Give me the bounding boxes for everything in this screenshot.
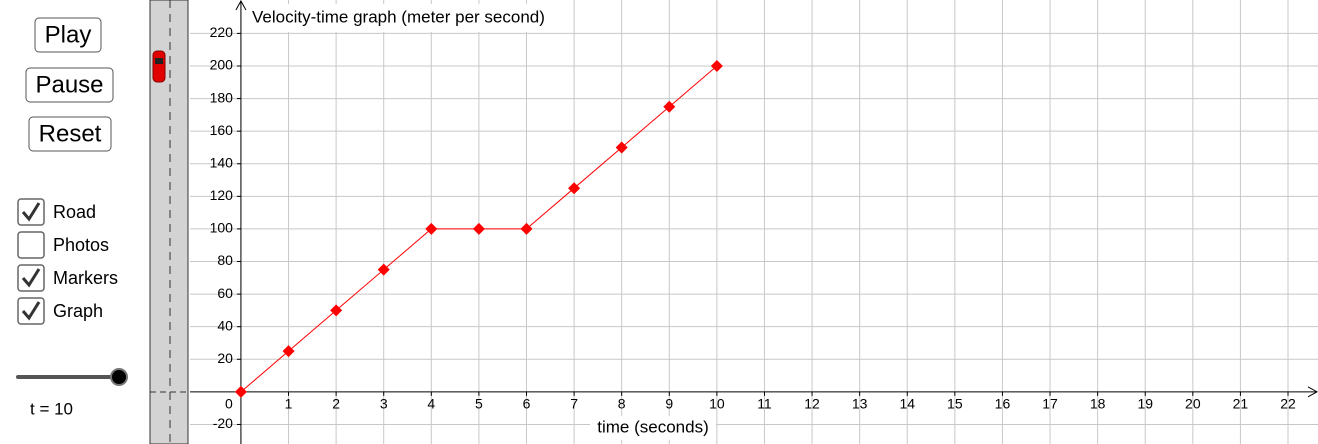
button-label[interactable]: Pause <box>35 71 103 98</box>
check-mark[interactable] <box>21 268 41 288</box>
x-tick-label: 3 <box>380 396 388 412</box>
x-axis-arrow <box>1307 386 1318 398</box>
y-tick-label: 160 <box>210 122 234 138</box>
car <box>152 50 166 83</box>
x-tick-label: 9 <box>665 396 673 412</box>
x-tick-label: 20 <box>1185 396 1201 412</box>
data-point <box>520 222 533 235</box>
checkbox[interactable]: Markers <box>17 264 118 292</box>
y-tick-label: 220 <box>210 24 234 40</box>
checkbox[interactable]: Photos <box>17 231 109 259</box>
data-point <box>472 222 485 235</box>
y-tick-label: 140 <box>210 154 234 170</box>
x-tick-label: 2 <box>332 396 340 412</box>
x-tick-label: 18 <box>1090 396 1106 412</box>
checkbox[interactable]: Road <box>17 198 96 226</box>
y-tick-label: -20 <box>213 415 233 431</box>
checkbox-box[interactable] <box>17 198 45 226</box>
y-tick-label: 40 <box>217 317 233 333</box>
x-tick-label: 21 <box>1233 396 1249 412</box>
x-tick-label: 1 <box>285 396 293 412</box>
data-point <box>710 59 723 72</box>
x-tick-label: 14 <box>899 396 915 412</box>
x-tick-label: 12 <box>804 396 820 412</box>
button-frame[interactable] <box>25 67 114 103</box>
button[interactable]: Pause <box>25 67 114 103</box>
checkbox-label[interactable]: Photos <box>53 235 109 255</box>
button-label[interactable]: Play <box>45 21 92 48</box>
x-tick-label: 16 <box>995 396 1011 412</box>
x-tick-label: 0 <box>225 396 233 412</box>
button[interactable]: Play <box>34 17 102 53</box>
y-tick-label: 120 <box>210 187 234 203</box>
button[interactable]: Reset <box>28 116 112 152</box>
x-label-background <box>590 416 716 440</box>
x-tick-label: 22 <box>1280 396 1296 412</box>
chart-title: Velocity-time graph (meter per second) <box>252 7 545 26</box>
x-tick-label: 13 <box>852 396 868 412</box>
data-point <box>282 345 295 358</box>
x-tick-label: 7 <box>570 396 578 412</box>
y-tick-label: 20 <box>217 350 233 366</box>
button-frame[interactable] <box>34 17 102 53</box>
plot: 0 1 2 3 4 5 6 7 8 9 10 11 12 13 14 15 16 17 18 19 20 21 22-202… <box>190 0 1318 444</box>
check-mark[interactable] <box>21 202 41 222</box>
data-point <box>377 263 390 276</box>
data-point <box>663 100 676 113</box>
y-tick-label: 80 <box>217 252 233 268</box>
x-tick-label: 10 <box>709 396 725 412</box>
y-tick-label: 60 <box>217 285 233 301</box>
button-label[interactable]: Reset <box>39 120 102 147</box>
title-background <box>247 4 567 32</box>
checkbox-label[interactable]: Graph <box>53 301 103 321</box>
y-tick-label: 200 <box>210 57 234 73</box>
slider-label: t = 10 <box>30 399 73 418</box>
data-point <box>330 304 343 317</box>
x-tick-label: 19 <box>1137 396 1153 412</box>
data-point <box>425 222 438 235</box>
data-point <box>234 385 247 398</box>
x-tick-label: 15 <box>947 396 963 412</box>
checkbox-box[interactable] <box>17 264 45 292</box>
checkbox-label[interactable]: Road <box>53 202 96 222</box>
slider-knob[interactable] <box>110 368 128 386</box>
checkbox-box[interactable] <box>17 297 45 325</box>
x-tick-label: 11 <box>757 396 772 412</box>
y-axis-arrow <box>235 0 247 11</box>
data-point <box>615 141 628 154</box>
check-mark[interactable] <box>21 301 41 321</box>
checkbox-box[interactable] <box>17 231 45 259</box>
car-window <box>155 58 163 64</box>
x-tick-label: 4 <box>427 396 435 412</box>
y-tick-label: 180 <box>210 89 234 105</box>
y-tick-label: 100 <box>210 220 234 236</box>
x-tick-label: 17 <box>1042 396 1058 412</box>
x-axis-label: time (seconds) <box>597 417 708 436</box>
x-tick-label: 8 <box>618 396 626 412</box>
button-frame[interactable] <box>28 116 112 152</box>
x-tick-label: 6 <box>523 396 531 412</box>
checkbox[interactable]: Graph <box>17 297 103 325</box>
data-point <box>568 182 581 195</box>
x-tick-label: 5 <box>475 396 483 412</box>
checkbox-label[interactable]: Markers <box>53 268 118 288</box>
